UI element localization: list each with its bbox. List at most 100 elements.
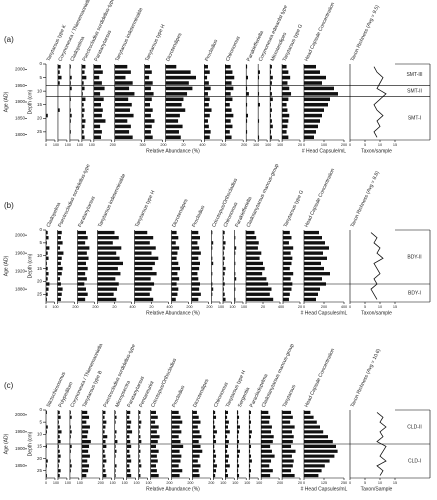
bar xyxy=(261,415,271,419)
bar xyxy=(57,251,64,255)
bar xyxy=(246,297,274,302)
bar xyxy=(165,64,177,69)
x-tick-label: 20 xyxy=(298,143,302,147)
bar xyxy=(282,64,287,69)
x-tick-label: 0 xyxy=(45,305,47,309)
bar xyxy=(150,449,159,453)
x-tick-label: 0 xyxy=(164,143,166,147)
bar xyxy=(282,430,292,434)
bar xyxy=(261,473,271,478)
bar xyxy=(223,287,224,291)
bar xyxy=(249,454,252,458)
x-tick-label: 0 xyxy=(224,481,226,485)
bar xyxy=(81,102,84,107)
bar xyxy=(171,415,181,419)
bar xyxy=(165,70,191,74)
bar xyxy=(81,473,87,478)
x-tick-label: 10 xyxy=(378,143,382,147)
x-tick-label: 0 xyxy=(349,481,351,485)
taxon-name: Tanytarsus type H xyxy=(134,189,157,228)
x-tick-label: 40 xyxy=(278,305,282,309)
bar xyxy=(134,261,155,266)
bar xyxy=(246,102,248,107)
bar xyxy=(138,410,141,415)
bar xyxy=(270,70,272,74)
x-tick-label: 10 xyxy=(232,481,236,485)
bar xyxy=(225,473,228,478)
x-tick-label: 10 xyxy=(253,143,257,147)
x-tick-label: 200 xyxy=(341,143,347,147)
x-tick-label: 0 xyxy=(57,481,59,485)
bar xyxy=(283,277,291,281)
bar xyxy=(46,266,48,271)
age-tick-label: 2000 xyxy=(15,232,26,237)
x-tick-label: 20 xyxy=(208,481,212,485)
x-tick-label: 0 xyxy=(96,305,98,309)
x-tick-label: 0 xyxy=(144,143,146,147)
bar xyxy=(114,420,116,424)
bar xyxy=(171,272,178,276)
bar xyxy=(282,135,289,140)
bar xyxy=(57,261,61,266)
age-tick-label: 1950 xyxy=(15,83,26,88)
bar xyxy=(213,464,217,468)
bar xyxy=(304,420,317,424)
bar xyxy=(171,464,179,468)
bar xyxy=(213,459,216,463)
bar xyxy=(223,251,224,255)
bar xyxy=(126,473,132,478)
bar xyxy=(138,454,140,458)
bar xyxy=(282,70,289,74)
bar xyxy=(138,459,141,463)
taxon-name: Tanytarsus indeterminable xyxy=(114,7,144,63)
bar xyxy=(261,464,270,468)
bar xyxy=(283,287,292,291)
bar xyxy=(282,86,290,91)
bar xyxy=(144,108,153,112)
bar xyxy=(283,261,292,266)
bar xyxy=(204,75,208,80)
x-tick-label: 0 xyxy=(57,143,59,147)
bar xyxy=(249,410,252,415)
bar xyxy=(126,439,131,444)
bar xyxy=(261,449,272,453)
bar xyxy=(258,102,260,107)
x-tick-label: 40 xyxy=(129,305,133,309)
bar xyxy=(126,449,130,453)
bar xyxy=(77,277,87,281)
depth-tick-label: 25 xyxy=(37,129,43,134)
taxon-name: Tanytarsus type H xyxy=(144,23,167,62)
bar xyxy=(211,292,213,296)
x-tick-label: 20 xyxy=(72,305,76,309)
bar xyxy=(171,266,180,271)
bar xyxy=(304,236,322,240)
bar xyxy=(225,444,228,449)
bar xyxy=(191,261,200,266)
bar xyxy=(150,459,158,463)
depth-tick-label: 0 xyxy=(39,227,42,232)
bar xyxy=(304,108,324,112)
x-tick-label: 20 xyxy=(298,305,302,309)
x-tick-label: 0 xyxy=(170,481,172,485)
bar xyxy=(81,430,89,434)
bar xyxy=(192,425,198,429)
bar xyxy=(114,124,131,129)
x-axis-label: Relative Abundance (%) xyxy=(146,148,200,154)
bar xyxy=(57,454,61,458)
bar xyxy=(46,410,47,415)
bar xyxy=(282,130,287,134)
bar xyxy=(246,113,248,118)
bar xyxy=(304,135,314,140)
bar xyxy=(93,64,101,69)
bar xyxy=(134,277,151,281)
bar xyxy=(225,135,232,140)
bar xyxy=(282,473,295,478)
bar xyxy=(93,102,101,107)
bar xyxy=(270,124,273,129)
bar xyxy=(138,415,140,419)
bar xyxy=(225,113,234,118)
taxon-name: Chironomus xyxy=(225,35,242,62)
bar xyxy=(46,277,48,281)
bar xyxy=(204,124,209,129)
richness-line xyxy=(373,66,387,138)
